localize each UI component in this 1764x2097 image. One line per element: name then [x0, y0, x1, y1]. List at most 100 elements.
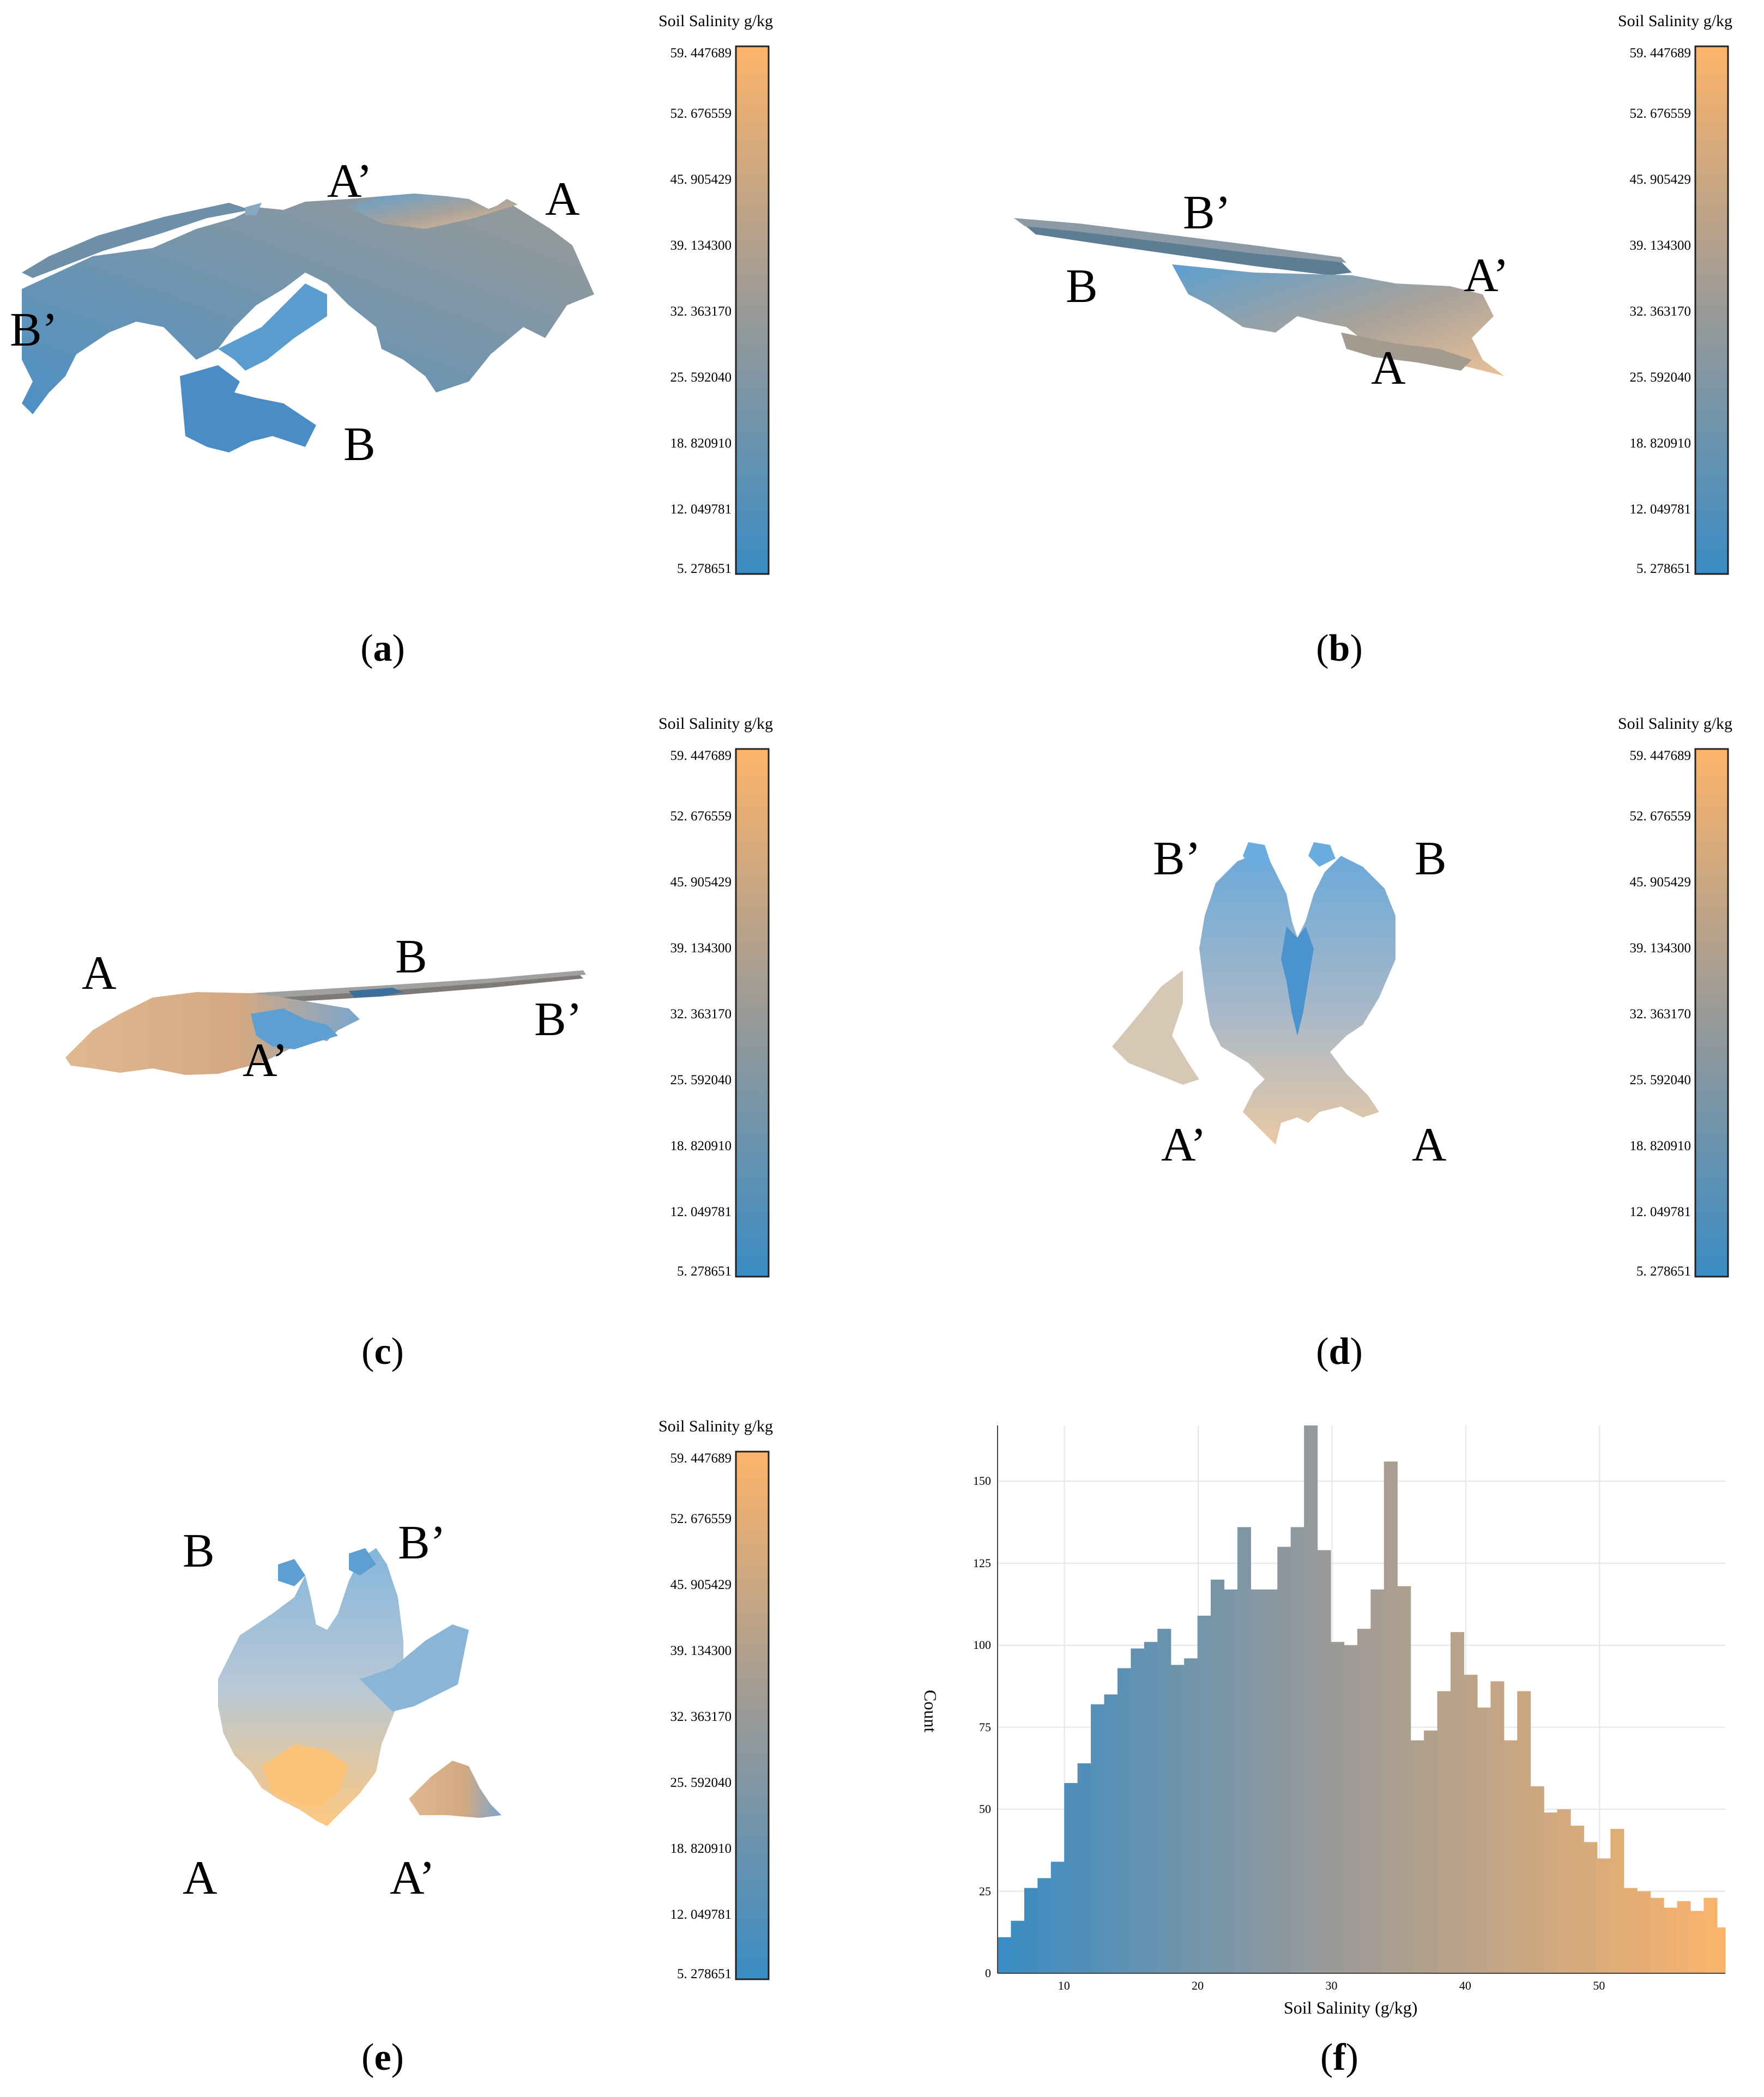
marker-label: A’	[1161, 1119, 1207, 1171]
marker-label: A	[545, 173, 580, 226]
histogram-bar	[1357, 1629, 1371, 1973]
panel-b-surface	[1014, 218, 1505, 376]
marker-label: B	[1066, 260, 1098, 313]
histogram-bar	[1690, 1911, 1705, 1973]
marker-label: B’	[1153, 832, 1201, 885]
marker-label: B	[183, 1525, 215, 1578]
histogram-bar	[1424, 1730, 1438, 1973]
marker-label: A	[1371, 342, 1406, 395]
caption-letter: b	[1328, 627, 1350, 669]
colorbar-tick: 52. 676559	[1629, 106, 1691, 121]
colorbar-tick: 25. 592040	[1629, 1073, 1691, 1087]
marker-label: A’	[390, 1852, 436, 1905]
colorbar-tick: 18. 820910	[1629, 1139, 1691, 1153]
histogram-bar	[1703, 1897, 1718, 1973]
y-tick-label: 125	[973, 1556, 991, 1570]
histogram-bar	[1157, 1629, 1171, 1973]
histogram-bar	[1344, 1645, 1358, 1973]
marker-label: A	[183, 1852, 218, 1905]
histogram-bar	[1184, 1658, 1198, 1973]
colorbar-tick: 12. 049781	[670, 1205, 732, 1219]
colorbar-tick: 39. 134300	[1629, 941, 1691, 956]
colorbar-tick: 12. 049781	[670, 1907, 732, 1922]
histogram-bar	[1304, 1425, 1318, 1973]
histogram-bar	[1104, 1694, 1118, 1973]
marker-label: A’	[1464, 249, 1509, 302]
histogram-bar	[998, 1937, 1012, 1973]
caption-e: (e)	[361, 2036, 404, 2078]
marker-label: B	[395, 930, 427, 983]
caption-letter: d	[1328, 1331, 1350, 1373]
colorbar-tick: 59. 447689	[1629, 46, 1691, 61]
colorbar-e	[735, 1451, 770, 1980]
y-tick-label: 25	[979, 1884, 991, 1898]
colorbar-bars	[735, 45, 1729, 1980]
histogram-bar	[1250, 1589, 1265, 1973]
histogram-bar	[1437, 1691, 1451, 1973]
colorbar-tick: 18. 820910	[670, 436, 732, 451]
histogram-bar	[1530, 1786, 1544, 1973]
caption-letter: c	[374, 1331, 391, 1373]
colorbar-tick: 25. 592040	[670, 1775, 732, 1790]
caption-letter: a	[373, 627, 392, 669]
y-tick-label: 50	[979, 1802, 991, 1816]
histogram-bar	[1664, 1907, 1678, 1973]
colorbar-title: Soil Salinity g/kg	[1618, 12, 1733, 30]
colorbar-title: Soil Salinity g/kg	[659, 12, 774, 30]
colorbar-tick: 32. 363170	[1629, 304, 1691, 319]
x-tick-label: 10	[1058, 1979, 1070, 1992]
histogram-bar	[1370, 1589, 1385, 1973]
histogram-bar	[1331, 1642, 1345, 1973]
colorbar-tick: 52. 676559	[670, 809, 732, 824]
marker-label: A	[1412, 1119, 1447, 1171]
histogram-bars	[998, 1425, 1726, 1973]
histogram-bar	[1503, 1740, 1518, 1973]
colorbar-tick: 39. 134300	[670, 238, 732, 253]
caption-a: (a)	[360, 627, 405, 669]
histogram-bar	[1490, 1681, 1505, 1973]
panel-a-surface	[22, 194, 594, 452]
colorbar-tick: 39. 134300	[670, 941, 732, 956]
histogram-bar	[1410, 1740, 1424, 1973]
marker-label: A	[82, 947, 117, 1000]
histogram-bar	[1050, 1862, 1065, 1973]
caption-f: (f)	[1320, 2036, 1358, 2078]
x-tick-label: 30	[1325, 1979, 1338, 1992]
colorbar-tick: 45. 905429	[1629, 875, 1691, 890]
marker-label: B’	[1183, 186, 1231, 239]
histogram-bar	[1237, 1527, 1252, 1973]
colorbar-c	[735, 748, 770, 1278]
histogram-bar	[1317, 1550, 1331, 1973]
marker-label: B’	[10, 304, 58, 356]
colorbar-tick: 52. 676559	[670, 106, 732, 121]
colorbar-tick: 52. 676559	[1629, 809, 1691, 824]
panel-d-surface	[1112, 842, 1396, 1145]
histogram-bar	[1597, 1858, 1611, 1973]
histogram-bar	[1264, 1589, 1278, 1973]
colorbar-tick: 45. 905429	[670, 1578, 732, 1592]
histogram-bar	[1464, 1675, 1478, 1973]
colorbar-tick: 32. 363170	[1629, 1007, 1691, 1022]
colorbar-tick: 25. 592040	[670, 370, 732, 385]
histogram-plot	[997, 1425, 1726, 1974]
histogram-bar	[1117, 1668, 1132, 1973]
colorbar-tick: 45. 905429	[670, 172, 732, 187]
colorbar-tick: 5. 278651	[677, 561, 732, 576]
caption-letter: f	[1333, 2036, 1346, 2078]
colorbar-tick: 59. 447689	[670, 1451, 732, 1466]
marker-label: B	[343, 418, 376, 471]
x-tick-label: 50	[1593, 1979, 1605, 1992]
histogram-bar	[1170, 1665, 1185, 1973]
caption-c: (c)	[361, 1331, 404, 1373]
histogram-bar	[1610, 1829, 1624, 1973]
histogram-bar	[1224, 1589, 1238, 1973]
colorbar-tick: 25. 592040	[670, 1073, 732, 1087]
colorbar-tick: 5. 278651	[677, 1264, 732, 1279]
histogram-bar	[1623, 1888, 1638, 1973]
colorbar-tick: 18. 820910	[1629, 436, 1691, 451]
histogram-bar	[1290, 1527, 1304, 1973]
colorbar-tick: 5. 278651	[677, 1967, 732, 1981]
histogram-bar	[1451, 1632, 1465, 1973]
histogram-bar	[1584, 1842, 1598, 1973]
